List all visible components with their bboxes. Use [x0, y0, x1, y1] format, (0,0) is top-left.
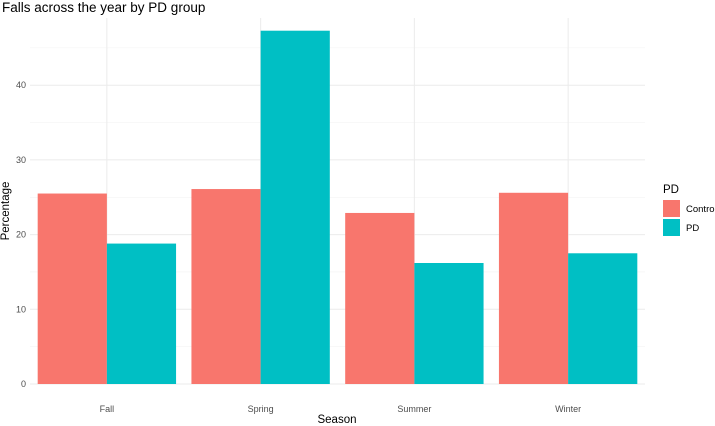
- bar-control-fall: [37, 193, 107, 384]
- bar-pd-summer: [414, 262, 484, 384]
- x-tick-label: Winter: [555, 404, 581, 414]
- bar-pd-winter: [568, 253, 638, 384]
- x-tick-label: Spring: [248, 404, 274, 414]
- bar-control-winter: [498, 192, 569, 384]
- x-tick-label: Fall: [100, 404, 115, 414]
- y-tick-label: 40: [16, 80, 26, 90]
- y-tick-label: 20: [16, 230, 26, 240]
- bars: [37, 30, 638, 384]
- y-tick-label: 30: [16, 155, 26, 165]
- legend-items: Control PD: [663, 200, 715, 236]
- legend-key-control: [663, 200, 680, 217]
- legend-label-pd: PD: [686, 223, 699, 234]
- y-axis-ticks: 0 10 20 30 40: [16, 80, 26, 389]
- legend-title: PD: [663, 184, 679, 196]
- bar-control-spring: [191, 189, 261, 384]
- legend-label-control: Control: [686, 204, 715, 215]
- y-tick-label: 10: [16, 304, 26, 314]
- x-tick-label: Summer: [397, 404, 431, 414]
- legend: PD Control PD: [663, 184, 715, 236]
- x-axis-title: Season: [317, 414, 356, 426]
- x-axis-ticks: Fall Spring Summer Winter: [100, 404, 582, 414]
- y-axis-title: Percentage: [0, 182, 12, 241]
- legend-key-pd: [663, 219, 680, 236]
- bar-pd-spring: [260, 30, 330, 384]
- bar-pd-fall: [106, 243, 177, 384]
- bar-control-summer: [345, 212, 415, 384]
- chart-title: Falls across the year by PD group: [2, 0, 205, 15]
- y-tick-label: 0: [21, 379, 26, 389]
